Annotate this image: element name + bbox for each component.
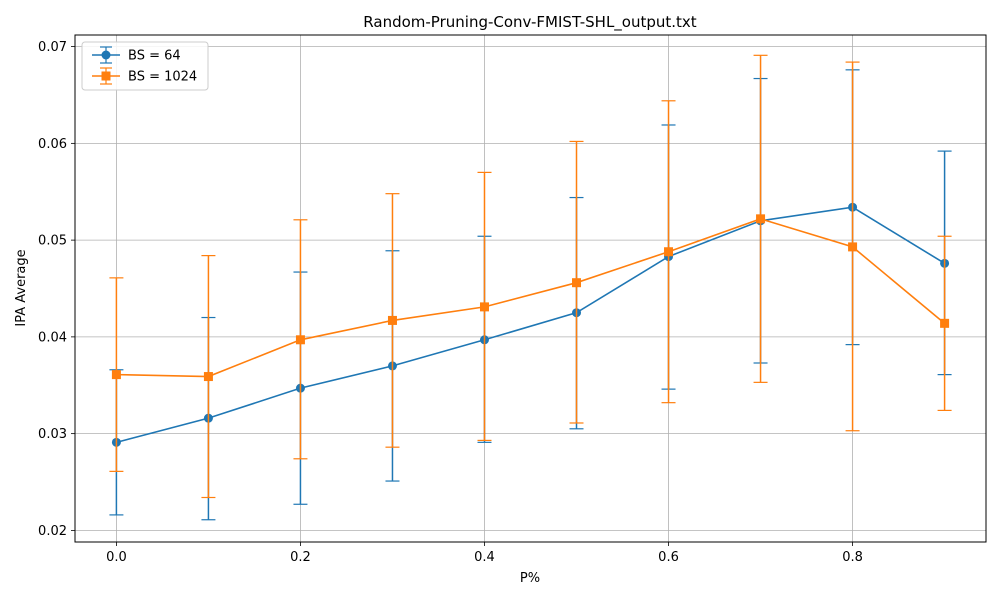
- y-axis: 0.02 0.03 0.04 0.05 0.06 0.07: [38, 40, 75, 539]
- x-tick-label: 0.8: [842, 550, 863, 565]
- data-point: [479, 302, 489, 312]
- x-tick-label: 0.0: [106, 550, 127, 565]
- legend-marker: [101, 71, 111, 81]
- legend-label: BS = 64: [128, 49, 181, 64]
- series-bs-1024: [109, 54, 952, 499]
- y-tick-label: 0.06: [38, 137, 67, 152]
- legend-entry: BS = 64: [92, 46, 181, 64]
- y-tick-label: 0.07: [38, 40, 67, 55]
- x-tick-label: 0.2: [290, 550, 311, 565]
- y-tick-label: 0.03: [38, 427, 67, 442]
- legend-entry: BS = 1024: [92, 67, 197, 85]
- legend: BS = 64 BS = 1024: [81, 41, 209, 91]
- data-point: [111, 370, 121, 380]
- grid-lines: [75, 35, 986, 542]
- legend-marker: [101, 50, 111, 60]
- legend-box: [81, 41, 209, 91]
- x-axis-title: P%: [520, 571, 540, 586]
- y-tick-label: 0.04: [38, 330, 67, 345]
- chart-title: Random-Pruning-Conv-FMIST-SHL_output.txt: [363, 13, 697, 32]
- data-point: [203, 372, 213, 382]
- y-tick-label: 0.05: [38, 234, 67, 249]
- legend-label: BS = 1024: [128, 70, 197, 85]
- plot-area-frame: [74, 34, 987, 543]
- series-layer: [109, 54, 952, 521]
- data-point: [664, 247, 674, 257]
- x-axis: 0.0 0.2 0.4 0.6 0.8: [106, 542, 863, 565]
- data-point: [387, 315, 397, 325]
- data-point: [848, 242, 858, 252]
- x-tick-label: 0.6: [658, 550, 679, 565]
- data-point: [756, 214, 766, 224]
- series-line: [116, 217, 946, 378]
- data-point: [940, 318, 950, 328]
- x-tick-label: 0.4: [474, 550, 495, 565]
- data-point: [295, 335, 305, 345]
- data-point: [572, 278, 582, 288]
- series-line: [116, 206, 946, 444]
- y-axis-title: IPA Average: [14, 249, 29, 326]
- y-tick-label: 0.02: [38, 524, 67, 539]
